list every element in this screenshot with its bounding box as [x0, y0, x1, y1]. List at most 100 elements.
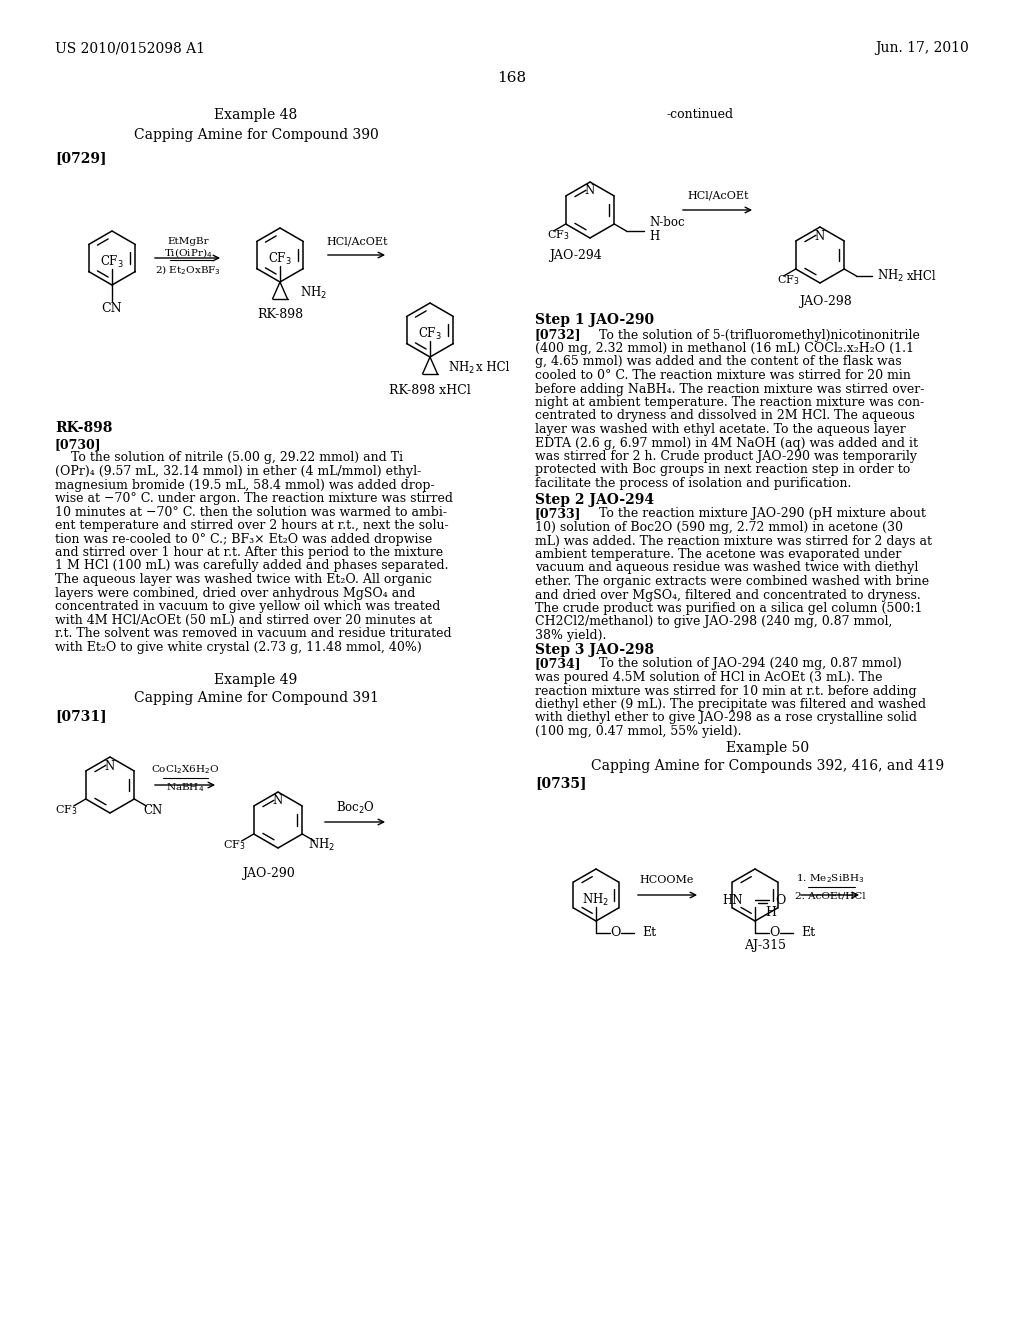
Text: and dried over MgSO₄, filtered and concentrated to dryness.: and dried over MgSO₄, filtered and conce…	[535, 589, 921, 602]
Text: CoCl$_2$X6H$_2$O: CoCl$_2$X6H$_2$O	[151, 763, 219, 776]
Text: CF$_3$: CF$_3$	[547, 228, 569, 242]
Text: was stirred for 2 h. Crude product JAO-290 was temporarily: was stirred for 2 h. Crude product JAO-2…	[535, 450, 918, 463]
Text: O: O	[775, 894, 785, 907]
Text: H: H	[649, 230, 659, 243]
Text: N: N	[272, 795, 283, 808]
Text: To the reaction mixture JAO-290 (pH mixture about: To the reaction mixture JAO-290 (pH mixt…	[583, 507, 926, 520]
Text: centrated to dryness and dissolved in 2M HCl. The aqueous: centrated to dryness and dissolved in 2M…	[535, 409, 914, 422]
Text: (OPr)₄ (9.57 mL, 32.14 mmol) in ether (4 mL/mmol) ethyl-: (OPr)₄ (9.57 mL, 32.14 mmol) in ether (4…	[55, 465, 421, 478]
Text: Step 2 JAO-294: Step 2 JAO-294	[535, 492, 654, 507]
Text: NH$_2$: NH$_2$	[447, 359, 474, 376]
Text: vacuum and aqueous residue was washed twice with diethyl: vacuum and aqueous residue was washed tw…	[535, 561, 919, 574]
Text: Boc$_2$O: Boc$_2$O	[336, 800, 375, 816]
Text: before adding NaBH₄. The reaction mixture was stirred over-: before adding NaBH₄. The reaction mixtur…	[535, 383, 925, 396]
Text: US 2010/0152098 A1: US 2010/0152098 A1	[55, 41, 205, 55]
Text: HCOOMe: HCOOMe	[640, 875, 694, 884]
Text: wise at −70° C. under argon. The reaction mixture was stirred: wise at −70° C. under argon. The reactio…	[55, 492, 453, 506]
Text: N: N	[815, 230, 825, 243]
Text: CF$_3$: CF$_3$	[776, 273, 800, 286]
Text: NH$_2$: NH$_2$	[308, 837, 335, 853]
Text: Example 48: Example 48	[214, 108, 298, 121]
Text: NH$_2$: NH$_2$	[583, 892, 609, 908]
Text: Capping Amine for Compounds 392, 416, and 419: Capping Amine for Compounds 392, 416, an…	[592, 759, 944, 774]
Text: CF$_3$: CF$_3$	[100, 253, 124, 271]
Text: RK-898: RK-898	[55, 421, 113, 436]
Text: EtMgBr: EtMgBr	[167, 238, 209, 247]
Text: EDTA (2.6 g, 6.97 mmol) in 4M NaOH (aq) was added and it: EDTA (2.6 g, 6.97 mmol) in 4M NaOH (aq) …	[535, 437, 918, 450]
Text: -continued: -continued	[667, 108, 733, 121]
Text: Capping Amine for Compound 391: Capping Amine for Compound 391	[133, 690, 379, 705]
Text: Step 1 JAO-290: Step 1 JAO-290	[535, 313, 654, 327]
Text: The aqueous layer was washed twice with Et₂O. All organic: The aqueous layer was washed twice with …	[55, 573, 432, 586]
Text: O: O	[610, 927, 621, 940]
Text: mL) was added. The reaction mixture was stirred for 2 days at: mL) was added. The reaction mixture was …	[535, 535, 932, 548]
Text: NH$_2$: NH$_2$	[878, 268, 904, 284]
Text: CF$_3$: CF$_3$	[268, 251, 292, 267]
Text: HN: HN	[723, 894, 743, 907]
Text: with Et₂O to give white crystal (2.73 g, 11.48 mmol, 40%): with Et₂O to give white crystal (2.73 g,…	[55, 640, 422, 653]
Text: 38% yield).: 38% yield).	[535, 630, 606, 642]
Text: Jun. 17, 2010: Jun. 17, 2010	[876, 41, 969, 55]
Text: (100 mg, 0.47 mmol, 55% yield).: (100 mg, 0.47 mmol, 55% yield).	[535, 725, 741, 738]
Text: 1. Me$_2$SiBH$_3$: 1. Me$_2$SiBH$_3$	[796, 873, 864, 886]
Text: layer was washed with ethyl acetate. To the aqueous layer: layer was washed with ethyl acetate. To …	[535, 422, 906, 436]
Text: RK-898 xHCl: RK-898 xHCl	[389, 384, 471, 396]
Text: r.t. The solvent was removed in vacuum and residue triturated: r.t. The solvent was removed in vacuum a…	[55, 627, 452, 640]
Text: Step 3 JAO-298: Step 3 JAO-298	[535, 643, 654, 657]
Text: HCl/AcOEt: HCl/AcOEt	[327, 238, 388, 247]
Text: [0732]: [0732]	[535, 329, 582, 342]
Text: layers were combined, dried over anhydrous MgSO₄ and: layers were combined, dried over anhydro…	[55, 586, 416, 599]
Text: diethyl ether (9 mL). The precipitate was filtered and washed: diethyl ether (9 mL). The precipitate wa…	[535, 698, 926, 711]
Text: N: N	[585, 185, 595, 198]
Text: [0733]: [0733]	[535, 507, 582, 520]
Text: Et: Et	[642, 927, 656, 940]
Text: was poured 4.5M solution of HCl in AcOEt (3 mL). The: was poured 4.5M solution of HCl in AcOEt…	[535, 671, 883, 684]
Text: Capping Amine for Compound 390: Capping Amine for Compound 390	[133, 128, 379, 143]
Text: tion was re-cooled to 0° C.; BF₃× Et₂O was added dropwise: tion was re-cooled to 0° C.; BF₃× Et₂O w…	[55, 532, 432, 545]
Text: CN: CN	[143, 804, 163, 817]
Text: CF$_3$: CF$_3$	[418, 326, 442, 342]
Text: To the solution of JAO-294 (240 mg, 0.87 mmol): To the solution of JAO-294 (240 mg, 0.87…	[583, 657, 902, 671]
Text: HCl/AcOEt: HCl/AcOEt	[687, 191, 749, 201]
Text: CN: CN	[101, 302, 122, 315]
Text: 2. AcOEt/HCl: 2. AcOEt/HCl	[795, 891, 865, 900]
Text: 10 minutes at −70° C. then the solution was warmed to ambi-: 10 minutes at −70° C. then the solution …	[55, 506, 447, 519]
Text: H: H	[766, 906, 776, 919]
Text: facilitate the process of isolation and purification.: facilitate the process of isolation and …	[535, 477, 851, 490]
Text: 168: 168	[498, 71, 526, 84]
Text: 2) Et$_2$OxBF$_3$: 2) Et$_2$OxBF$_3$	[155, 263, 221, 277]
Text: Ti(OiPr)$_4$: Ti(OiPr)$_4$	[164, 247, 212, 260]
Text: The crude product was purified on a silica gel column (500:1: The crude product was purified on a sili…	[535, 602, 923, 615]
Text: N-boc: N-boc	[649, 216, 685, 230]
Text: Example 49: Example 49	[214, 673, 298, 686]
Text: 10) solution of Boc2O (590 mg, 2.72 mmol) in acetone (30: 10) solution of Boc2O (590 mg, 2.72 mmol…	[535, 521, 903, 535]
Text: JAO-294: JAO-294	[549, 249, 601, 263]
Text: CF$_3$: CF$_3$	[223, 838, 246, 851]
Text: night at ambient temperature. The reaction mixture was con-: night at ambient temperature. The reacti…	[535, 396, 925, 409]
Text: O: O	[769, 927, 779, 940]
Text: Example 50: Example 50	[726, 741, 810, 755]
Text: concentrated in vacuum to give yellow oil which was treated: concentrated in vacuum to give yellow oi…	[55, 601, 440, 612]
Text: AJ-315: AJ-315	[744, 939, 786, 952]
Text: To the solution of nitrile (5.00 g, 29.22 mmol) and Ti: To the solution of nitrile (5.00 g, 29.2…	[55, 451, 403, 465]
Text: [0734]: [0734]	[535, 657, 582, 671]
Text: with diethyl ether to give JAO-298 as a rose crystalline solid: with diethyl ether to give JAO-298 as a …	[535, 711, 918, 725]
Text: protected with Boc groups in next reaction step in order to: protected with Boc groups in next reacti…	[535, 463, 910, 477]
Text: ent temperature and stirred over 2 hours at r.t., next the solu-: ent temperature and stirred over 2 hours…	[55, 519, 449, 532]
Text: CH2Cl2/methanol) to give JAO-298 (240 mg, 0.87 mmol,: CH2Cl2/methanol) to give JAO-298 (240 mg…	[535, 615, 892, 628]
Text: NH$_2$: NH$_2$	[299, 284, 327, 301]
Text: N: N	[104, 759, 115, 772]
Text: ether. The organic extracts were combined washed with brine: ether. The organic extracts were combine…	[535, 576, 929, 587]
Text: with 4M HCl/AcOEt (50 mL) and stirred over 20 minutes at: with 4M HCl/AcOEt (50 mL) and stirred ov…	[55, 614, 432, 627]
Text: JAO-290: JAO-290	[242, 866, 294, 879]
Text: cooled to 0° C. The reaction mixture was stirred for 20 min: cooled to 0° C. The reaction mixture was…	[535, 370, 911, 381]
Text: x HCl: x HCl	[475, 360, 509, 374]
Text: magnesium bromide (19.5 mL, 58.4 mmol) was added drop-: magnesium bromide (19.5 mL, 58.4 mmol) w…	[55, 479, 434, 491]
Text: [0735]: [0735]	[535, 776, 587, 789]
Text: NaBH$_4$: NaBH$_4$	[166, 781, 204, 795]
Text: RK-898: RK-898	[257, 309, 303, 322]
Text: and stirred over 1 hour at r.t. After this period to the mixture: and stirred over 1 hour at r.t. After th…	[55, 546, 443, 558]
Text: To the solution of 5-(trifluoromethyl)nicotinonitrile: To the solution of 5-(trifluoromethyl)ni…	[583, 329, 920, 342]
Text: g, 4.65 mmol) was added and the content of the flask was: g, 4.65 mmol) was added and the content …	[535, 355, 901, 368]
Text: 1 M HCl (100 mL) was carefully added and phases separated.: 1 M HCl (100 mL) was carefully added and…	[55, 560, 449, 573]
